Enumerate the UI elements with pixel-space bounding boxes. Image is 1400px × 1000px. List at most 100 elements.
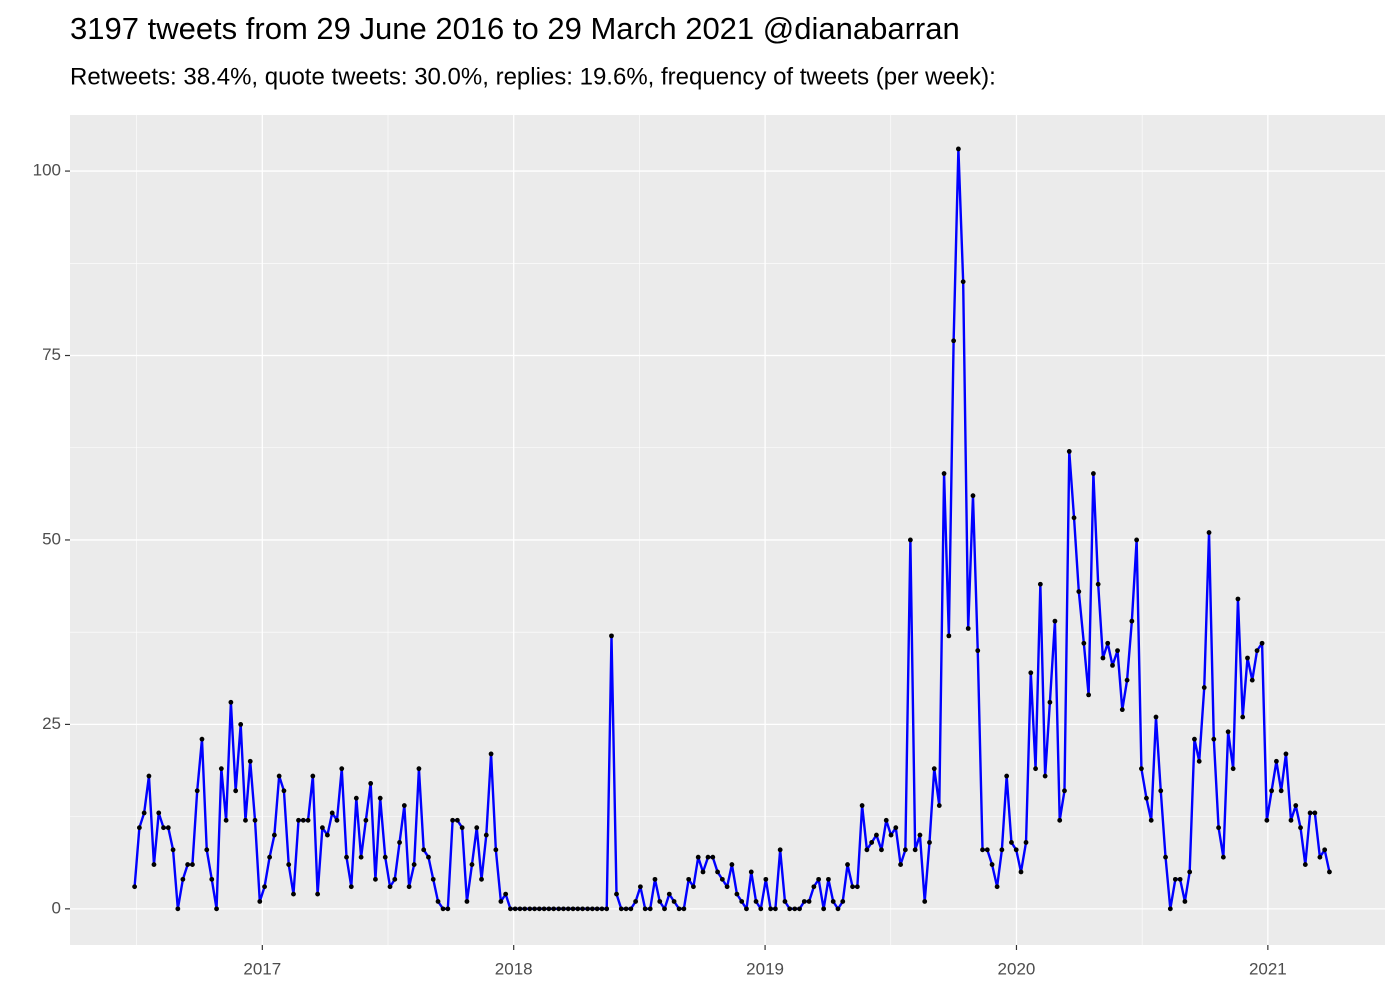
y-tick-label: 0 (52, 898, 61, 917)
point (614, 891, 619, 897)
point (1187, 869, 1193, 875)
point (300, 817, 306, 823)
point (214, 906, 219, 912)
point (1028, 670, 1034, 676)
point (589, 906, 595, 912)
point (165, 825, 171, 831)
point (637, 884, 643, 890)
point (141, 810, 147, 816)
point (1298, 825, 1303, 831)
point (888, 832, 894, 838)
point (902, 847, 908, 853)
point (647, 906, 653, 912)
point (681, 906, 687, 912)
point (782, 899, 788, 904)
point (623, 906, 629, 912)
point (1264, 817, 1270, 823)
point (652, 876, 658, 882)
point (262, 884, 267, 890)
point (1042, 773, 1048, 779)
point (1288, 817, 1294, 823)
point (1110, 662, 1115, 668)
point (151, 862, 157, 867)
point (247, 758, 253, 764)
point (917, 832, 923, 838)
point (599, 906, 605, 912)
point (363, 817, 369, 823)
point (1307, 810, 1313, 816)
point (469, 862, 475, 867)
point (194, 788, 200, 794)
point (527, 906, 533, 912)
point (1302, 862, 1308, 867)
point (835, 906, 841, 912)
point (821, 906, 827, 912)
point (609, 633, 614, 639)
point (580, 906, 585, 912)
point (1249, 677, 1255, 683)
point (671, 899, 677, 904)
point (806, 899, 812, 904)
point (951, 338, 957, 344)
point (1196, 758, 1202, 764)
point (763, 876, 769, 882)
point (479, 876, 484, 882)
point (416, 766, 422, 772)
point (1230, 766, 1236, 772)
point (1254, 648, 1260, 654)
point (618, 906, 624, 912)
point (228, 699, 234, 705)
point (570, 906, 576, 912)
point (1129, 618, 1135, 624)
point (1312, 810, 1318, 816)
point (377, 795, 383, 801)
point (1119, 707, 1125, 713)
point (1158, 788, 1164, 794)
point (874, 832, 879, 838)
point (1177, 876, 1183, 882)
y-tick-label: 100 (33, 161, 61, 180)
point (392, 876, 398, 882)
point (185, 862, 191, 867)
point (397, 840, 402, 845)
point (883, 817, 889, 823)
point (1086, 692, 1092, 698)
point (498, 899, 504, 904)
x-tick-label: 2019 (746, 959, 784, 978)
point (594, 906, 600, 912)
point (1081, 640, 1087, 646)
point (368, 781, 374, 786)
point (1192, 736, 1197, 742)
point (1134, 537, 1140, 543)
point (276, 773, 282, 779)
point (1033, 766, 1038, 772)
point (286, 862, 292, 867)
point (199, 736, 205, 742)
point (1105, 640, 1111, 646)
point (1225, 729, 1231, 735)
point (1095, 581, 1101, 587)
point (1327, 869, 1332, 875)
point (401, 803, 407, 808)
chart-subtitle: Retweets: 38.4%, quote tweets: 30.0%, re… (70, 63, 996, 90)
point (686, 876, 692, 882)
point (922, 899, 928, 904)
point (724, 884, 730, 890)
point (1052, 618, 1058, 624)
point (927, 840, 932, 845)
point (435, 899, 441, 904)
point (999, 847, 1005, 853)
point (1206, 530, 1212, 535)
point (1018, 869, 1024, 875)
point (1009, 840, 1014, 845)
point (1293, 803, 1299, 808)
point (204, 847, 210, 853)
point (980, 847, 985, 853)
point (132, 884, 138, 890)
point (440, 906, 446, 912)
point (1283, 751, 1289, 757)
point (1240, 714, 1246, 720)
point (691, 884, 696, 890)
point (850, 884, 855, 890)
